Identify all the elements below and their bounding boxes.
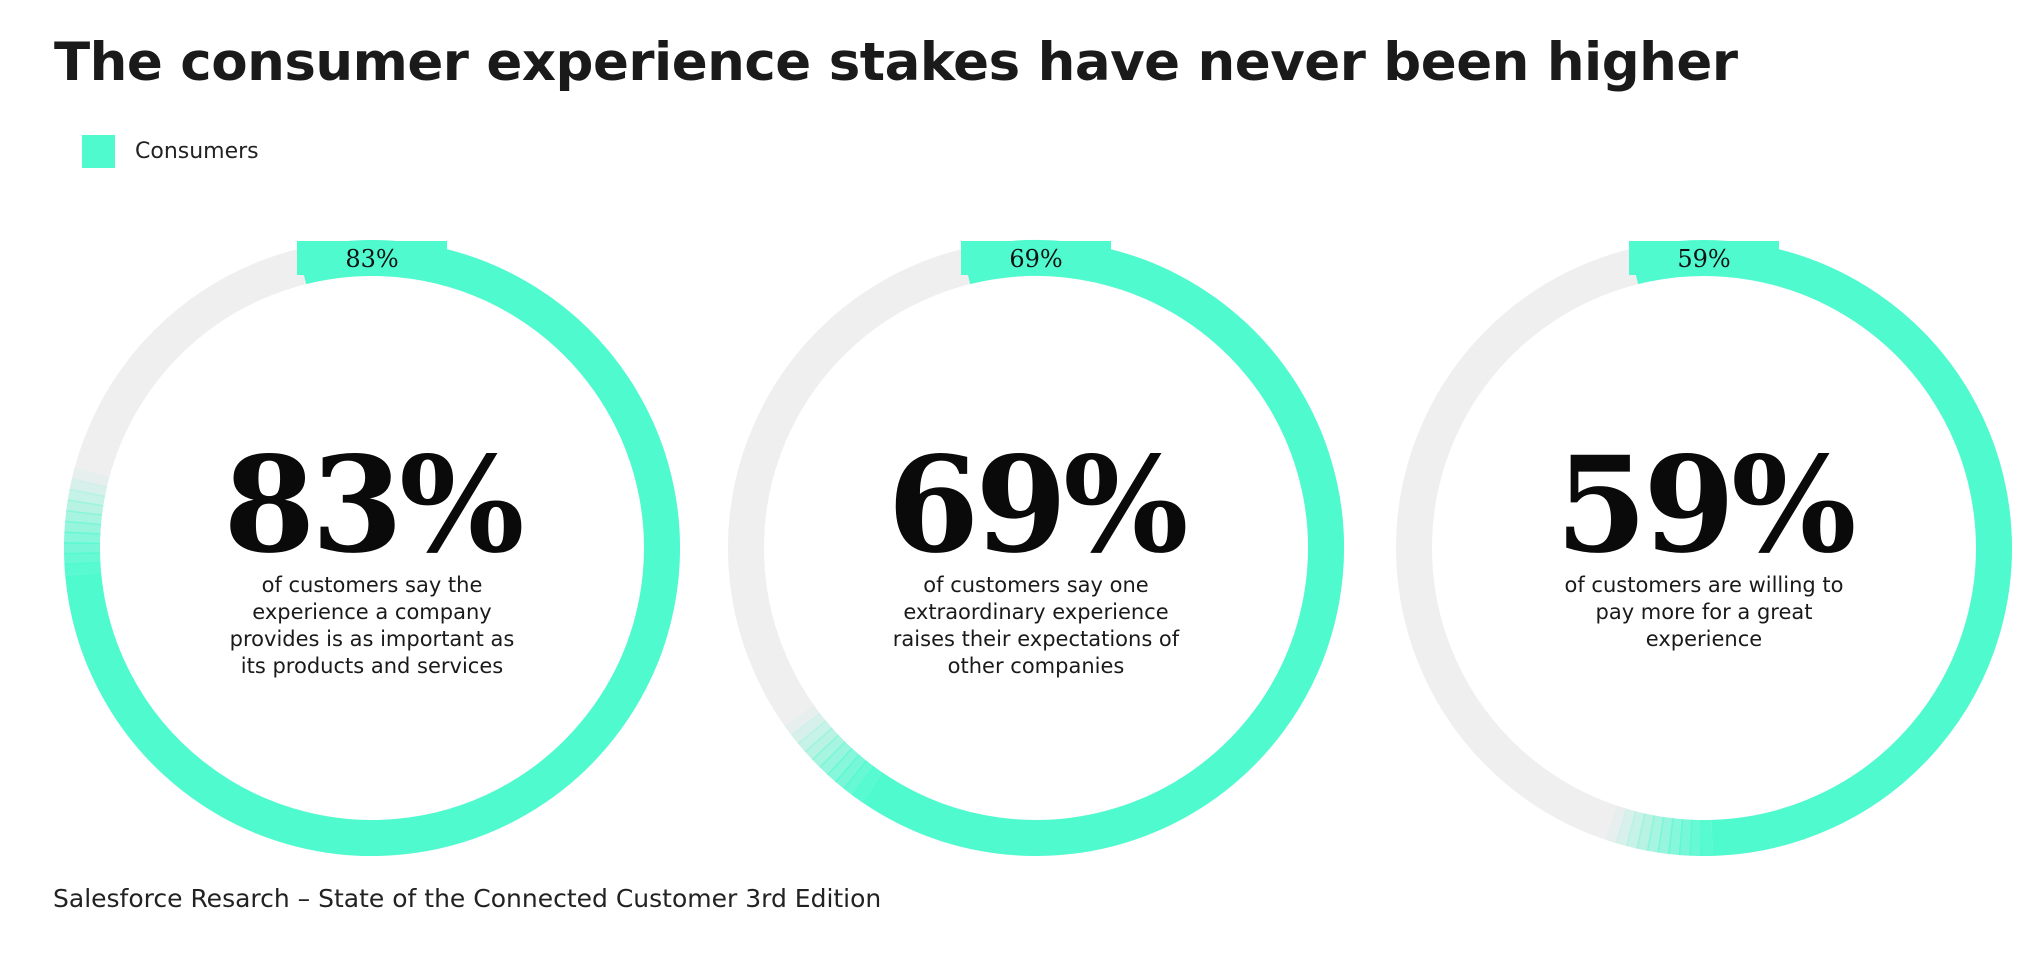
value-tab	[297, 241, 447, 275]
donut-value-arc-fade	[790, 712, 827, 745]
donut-value-arc-fade	[1657, 816, 1674, 855]
donut-value-arc	[1629, 240, 2012, 856]
value-tab	[961, 241, 1111, 275]
donut-value-arc-fade	[67, 488, 106, 507]
donut-value-arc-fade	[69, 478, 108, 498]
donut-value-arc-fade	[1615, 808, 1637, 847]
donut-value-arc-fade	[64, 520, 102, 535]
donut-value-arc-fade	[1625, 811, 1646, 849]
donut-value-arc-fade	[784, 705, 821, 736]
donut-value-arc-fade	[819, 741, 853, 776]
donut-value-arc-fade	[1668, 818, 1684, 856]
donut-caption: of customers are willing to pay more for…	[1564, 573, 1844, 651]
chart-title: The consumer experience stakes have neve…	[54, 32, 1738, 93]
value-tab-label: 83%	[345, 245, 398, 273]
value-big-label: 59%	[1555, 428, 1854, 583]
value-tab-label: 69%	[1009, 245, 1062, 273]
donut-value-arc	[862, 240, 1344, 856]
donut-1: 83% 83%	[63, 240, 680, 856]
value-tab-label: 59%	[1677, 245, 1730, 273]
value-big-label: 83%	[223, 428, 522, 583]
donut-value-arc-fade	[1605, 805, 1628, 844]
donut-caption: of customers say the experience a compan…	[229, 573, 515, 678]
value-big-label: 69%	[887, 428, 1186, 583]
donut-value-arc-fade	[797, 720, 833, 753]
donut-caption: of customers say one extraordinary exper…	[892, 573, 1180, 678]
donut-value-arc-fade	[1636, 813, 1655, 851]
legend-swatch	[82, 135, 115, 168]
donut-value-arc-fade	[835, 754, 868, 790]
legend-label: Consumers	[135, 139, 259, 164]
donut-value-arc	[65, 240, 680, 856]
value-tab	[1629, 241, 1779, 275]
legend: Consumers	[82, 135, 259, 168]
donut-value-arc-fade	[66, 499, 104, 516]
donut-value-arc-fade	[64, 561, 102, 576]
donut-value-arc-fade	[843, 760, 875, 796]
donut-value-arc-fade	[1678, 819, 1693, 856]
donut-value-arc-fade	[811, 734, 846, 769]
donut-value-arc-fade	[71, 467, 110, 488]
donut-value-arc-fade	[851, 766, 883, 803]
donut-value-arc-fade	[804, 727, 840, 761]
donut-value-arc-fade	[1646, 815, 1665, 853]
donut-value-arc-fade	[65, 509, 103, 526]
donut-2: 69% 69%	[728, 240, 1344, 856]
donut-3: 59% 59%	[1396, 240, 2012, 857]
source-note: Salesforce Resarch – State of the Connec…	[53, 884, 882, 913]
donut-value-arc-fade	[827, 747, 860, 783]
